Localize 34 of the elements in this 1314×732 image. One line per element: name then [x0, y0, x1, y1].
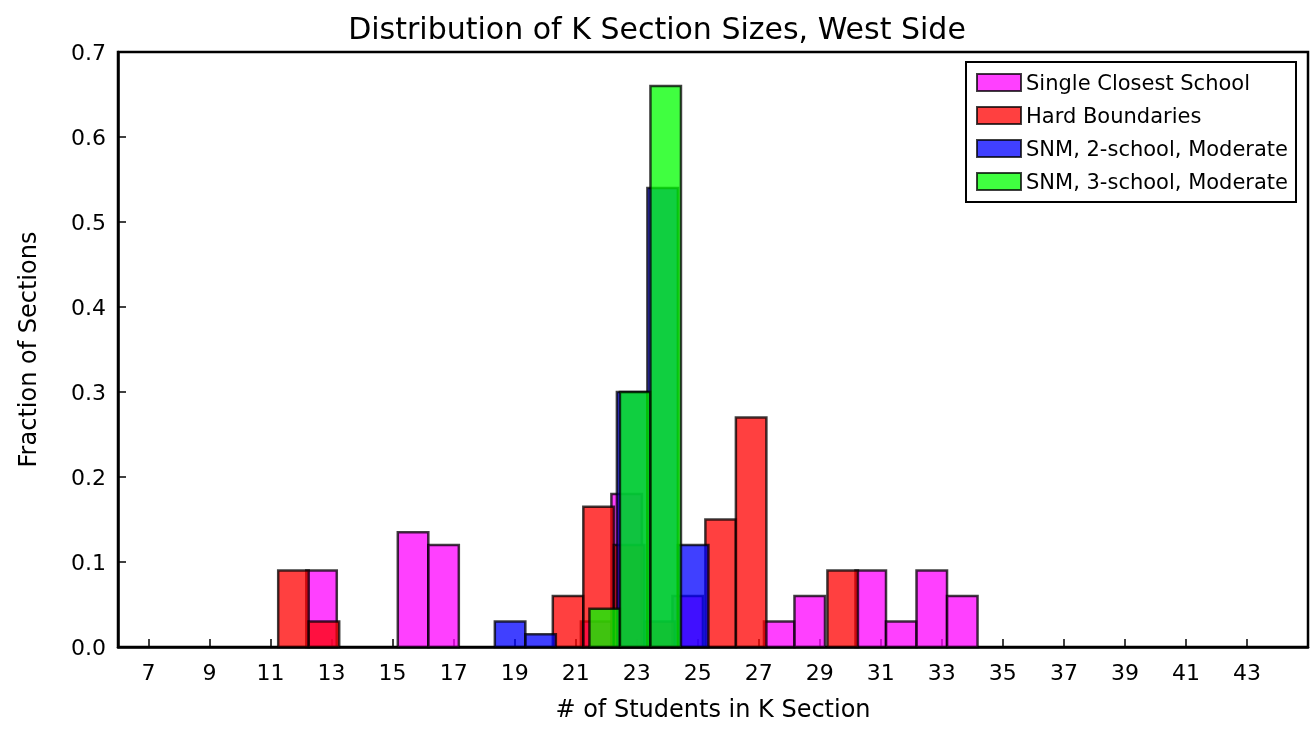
- chart-title: Distribution of K Section Sizes, West Side: [348, 10, 966, 46]
- x-tick-label: 19: [500, 659, 529, 685]
- y-tick-label: 0.5: [71, 209, 106, 235]
- x-tick-label: 15: [378, 659, 407, 685]
- x-tick-label: 17: [439, 659, 468, 685]
- x-tick-label: 43: [1232, 659, 1261, 685]
- x-tick-label: 35: [988, 659, 1017, 685]
- y-tick-label: 0.3: [71, 379, 106, 405]
- x-tick-label: 25: [683, 659, 712, 685]
- x-tick-label: 41: [1171, 659, 1200, 685]
- y-tick-label: 0.1: [71, 549, 106, 575]
- x-tick-label: 37: [1049, 659, 1078, 685]
- y-tick-label: 0.6: [71, 124, 106, 150]
- legend-label: SNM, 2-school, Moderate: [1026, 136, 1288, 161]
- x-tick-label: 29: [805, 659, 834, 685]
- y-tick-label: 0.2: [71, 464, 106, 490]
- x-tick-label: 21: [561, 659, 590, 685]
- x-tick-label: 11: [256, 659, 285, 685]
- legend-label: SNM, 3-school, Moderate: [1026, 169, 1288, 194]
- x-axis-title: # of Students in K Section: [555, 695, 871, 723]
- y-tick-label: 0.4: [71, 294, 106, 320]
- y-axis-title: Fraction of Sections: [14, 231, 42, 468]
- x-tick-label: 7: [141, 659, 156, 685]
- legend-label: Hard Boundaries: [1026, 103, 1202, 128]
- y-tick-label: 0.7: [71, 39, 106, 65]
- x-tick-label: 9: [202, 659, 217, 685]
- x-tick-label: 39: [1110, 659, 1139, 685]
- x-tick-label: 23: [622, 659, 651, 685]
- x-tick-label: 13: [317, 659, 346, 685]
- legend-label: Single Closest School: [1026, 70, 1251, 95]
- y-tick-label: 0.0: [71, 634, 106, 660]
- x-tick-label: 31: [866, 659, 895, 685]
- x-tick-label: 27: [744, 659, 773, 685]
- x-tick-label: 33: [927, 659, 956, 685]
